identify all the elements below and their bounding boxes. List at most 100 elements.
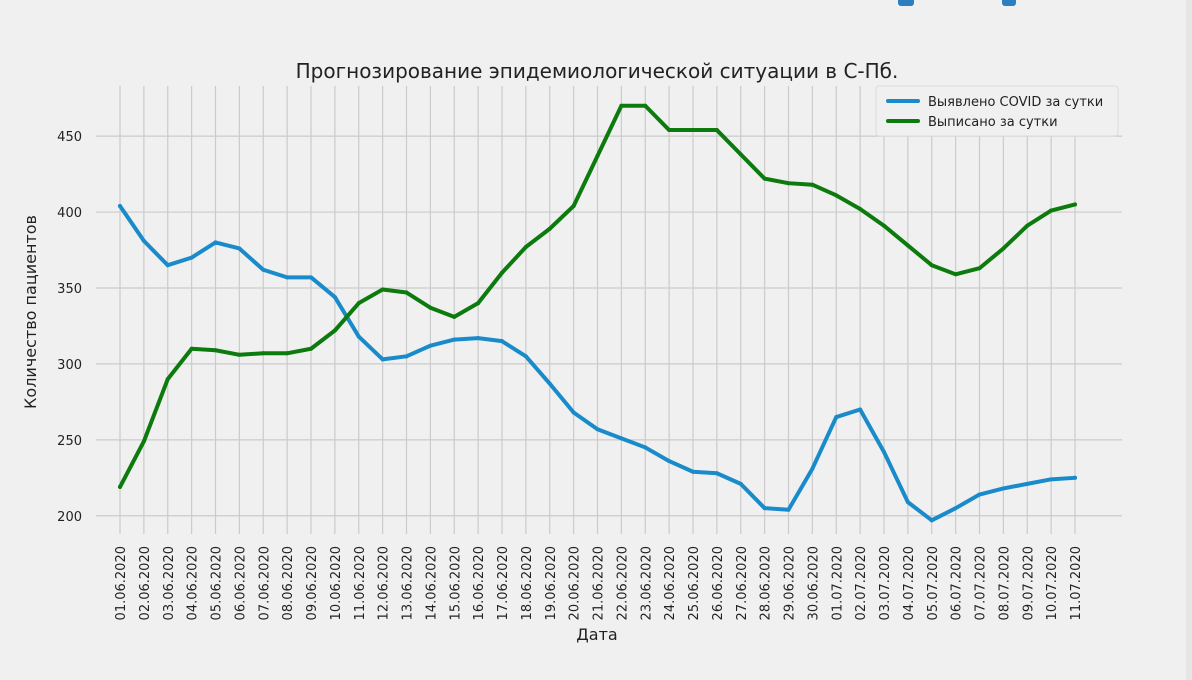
x-tick-label: 02.06.2020 (138, 546, 153, 620)
x-tick-label: 27.06.2020 (735, 546, 750, 620)
point-discharged (786, 181, 791, 186)
x-tick-labels: 01.06.2020 02.06.2020 03.06.2020 04.06.2020… (114, 546, 1084, 620)
x-tick-label: 02.07.2020 (854, 546, 869, 620)
point-covid (1001, 486, 1006, 491)
y-tick-label: 400 (57, 206, 82, 221)
x-tick-label: 23.06.2020 (639, 546, 654, 620)
y-tick-label: 450 (57, 130, 82, 145)
point-discharged (500, 270, 504, 275)
y-grid (96, 135, 1122, 517)
x-tick-label: 05.07.2020 (926, 546, 941, 620)
x-tick-label: 01.06.2020 (114, 546, 129, 620)
x-tick-label: 01.07.2020 (830, 546, 845, 620)
point-covid (714, 471, 719, 476)
point-covid (595, 427, 600, 432)
point-covid (118, 203, 122, 208)
point-covid (309, 275, 313, 280)
x-tick-label: 10.07.2020 (1045, 546, 1060, 620)
point-discharged (619, 103, 624, 108)
point-discharged (380, 287, 385, 292)
x-tick-label: 04.07.2020 (902, 546, 917, 620)
top-accent-decoration (896, 0, 1016, 6)
point-covid (213, 240, 218, 245)
point-discharged (953, 272, 958, 277)
point-covid (1025, 481, 1030, 486)
point-covid (285, 275, 290, 280)
point-discharged (261, 351, 266, 356)
legend-box (875, 85, 1119, 137)
x-tick-label: 21.06.2020 (592, 546, 607, 620)
point-discharged (309, 346, 313, 351)
series-layer (118, 103, 1077, 523)
point-discharged (547, 226, 552, 231)
point-discharged (165, 377, 170, 382)
x-tick-label: 25.06.2020 (687, 546, 702, 620)
point-covid (667, 459, 672, 464)
point-covid (929, 518, 934, 523)
x-tick-label: 06.07.2020 (950, 546, 965, 620)
x-tick-label: 30.06.2020 (806, 546, 821, 620)
point-covid (452, 337, 457, 342)
point-discharged (1049, 208, 1054, 213)
point-covid (189, 255, 194, 260)
x-tick-label: 28.06.2020 (759, 546, 774, 620)
point-discharged (643, 103, 648, 108)
point-covid (834, 415, 839, 420)
point-covid (953, 506, 958, 511)
right-edge-strip (1186, 0, 1192, 680)
x-tick-label: 17.06.2020 (496, 546, 511, 620)
x-tick-label: 15.06.2020 (448, 546, 463, 620)
point-discharged (882, 223, 886, 228)
x-tick-label: 03.06.2020 (162, 546, 177, 620)
point-discharged (141, 439, 146, 444)
point-discharged (285, 351, 290, 356)
x-tick-label: 07.06.2020 (257, 546, 272, 620)
point-covid (141, 238, 146, 243)
legend-label-covid: Выявлено COVID за сутки (928, 95, 1103, 110)
point-discharged (929, 263, 934, 268)
point-discharged (977, 266, 982, 271)
x-tick-label: 09.07.2020 (1021, 546, 1036, 620)
point-discharged (237, 352, 242, 357)
legend-label-discharged: Выписано за сутки (928, 115, 1058, 130)
point-covid (500, 339, 504, 344)
chart-title: Прогнозирование эпидемиологической ситуа… (296, 59, 899, 83)
x-tick-label: 09.06.2020 (305, 546, 320, 620)
point-discharged (571, 203, 576, 208)
point-discharged (595, 153, 600, 158)
x-tick-label: 08.06.2020 (281, 546, 296, 620)
point-discharged (213, 348, 218, 353)
point-covid (810, 466, 815, 471)
point-covid (858, 407, 863, 412)
point-discharged (762, 176, 767, 181)
point-discharged (1001, 246, 1006, 251)
x-tick-label: 04.06.2020 (186, 546, 201, 620)
point-discharged (476, 301, 481, 306)
point-discharged (428, 305, 433, 310)
point-discharged (714, 128, 719, 133)
x-tick-label: 19.06.2020 (544, 546, 559, 620)
x-tick-label: 16.06.2020 (472, 546, 487, 620)
point-covid (905, 500, 910, 505)
point-covid (571, 410, 576, 415)
point-covid (237, 246, 242, 251)
point-discharged (523, 244, 528, 249)
x-tick-label: 12.06.2020 (377, 546, 392, 620)
point-covid (1073, 475, 1077, 480)
point-covid (762, 506, 767, 511)
point-covid (356, 334, 361, 339)
point-covid (523, 354, 528, 359)
point-covid (977, 492, 982, 497)
x-tick-label: 26.06.2020 (711, 546, 726, 620)
y-tick-label: 250 (57, 434, 82, 449)
x-tick-label: 03.07.2020 (878, 546, 893, 620)
point-discharged (404, 290, 409, 295)
point-discharged (452, 314, 457, 319)
x-tick-label: 20.06.2020 (568, 546, 583, 620)
point-covid (547, 381, 552, 386)
y-axis-label: Количество пациентов (21, 215, 40, 409)
y-tick-label: 200 (57, 510, 82, 525)
point-discharged (810, 182, 815, 187)
x-tick-label: 29.06.2020 (783, 546, 798, 620)
x-tick-label: 22.06.2020 (615, 546, 630, 620)
